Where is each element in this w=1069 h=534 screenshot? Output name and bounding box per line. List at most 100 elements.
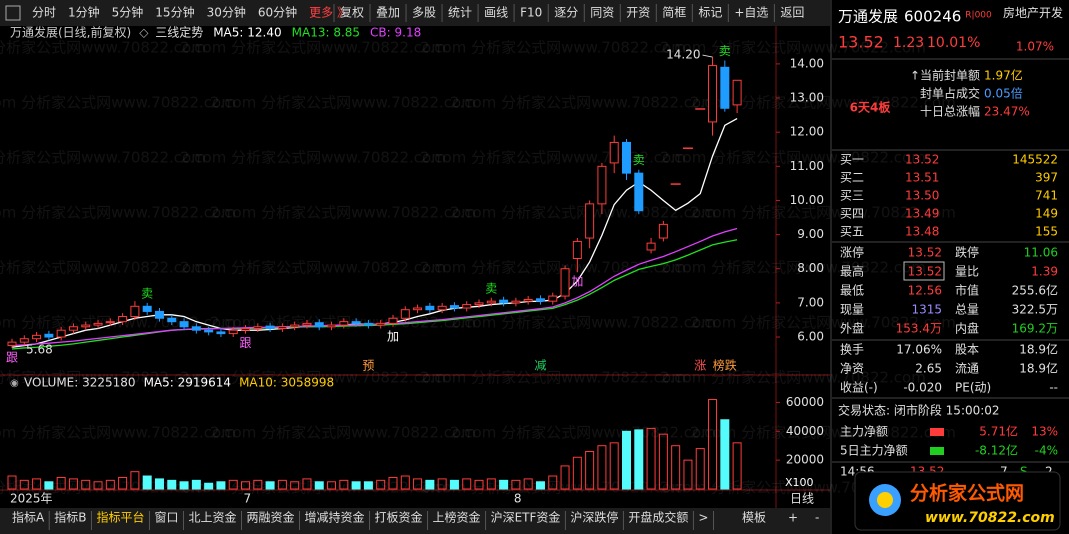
volume-bar xyxy=(56,476,66,490)
toolbar-item[interactable]: 分时 xyxy=(32,6,56,20)
toolbar-item[interactable]: 同资 xyxy=(590,6,614,20)
bottom-tab[interactable]: 指标A xyxy=(12,510,45,525)
bottom-tab[interactable]: 沪深跌停 xyxy=(570,510,618,525)
stat-value: 255.6亿 xyxy=(1012,283,1058,298)
bottom-tab[interactable]: 指标B xyxy=(54,510,86,525)
toolbar-item[interactable]: 统计 xyxy=(448,6,472,20)
bottom-tab[interactable]: > xyxy=(698,511,708,525)
watermark: 2.com 分析家公式网www.70822.com xyxy=(180,259,446,277)
signal-annotation: 卖 xyxy=(141,286,153,300)
watermark: 2.com 分析家公式网www.70822.com xyxy=(0,204,236,222)
candle-body xyxy=(425,305,435,311)
volume-bar xyxy=(93,481,103,490)
menu-icon[interactable] xyxy=(5,5,21,21)
signal-marker: 减 xyxy=(534,359,546,373)
toolbar-item[interactable]: 复权 xyxy=(340,6,364,20)
volume-bar xyxy=(535,481,545,490)
stat-label: 外盘 xyxy=(840,321,864,336)
bottom-tab[interactable]: 沪深ETF资金 xyxy=(491,510,561,525)
stat-value: 17.06% xyxy=(896,343,942,357)
signal-marker: 榜跌 xyxy=(713,358,737,373)
watermark: 2.com 分析家公式网www.70822.com xyxy=(450,204,716,222)
candle-body xyxy=(118,316,128,323)
bottom-tab[interactable]: 上榜资金 xyxy=(433,510,481,525)
volume-bar xyxy=(720,419,730,490)
stat-value: -- xyxy=(1049,381,1058,395)
stat-value: -0.020 xyxy=(903,381,942,395)
volume-bar xyxy=(277,479,287,490)
volume-bar xyxy=(130,471,140,490)
volume-bar xyxy=(597,445,607,490)
high-label: 14.20 xyxy=(666,48,700,62)
volume-bar xyxy=(683,459,693,490)
bottom-tab[interactable]: 开盘成交额 xyxy=(628,510,688,525)
signal-annotation: 卖 xyxy=(633,153,645,167)
toolbar-item[interactable]: 多股 xyxy=(412,6,436,20)
volume-bar xyxy=(585,450,595,490)
watermark: 2.com 分析家公式网www.70822.com xyxy=(0,94,236,112)
book-volume: 741 xyxy=(1035,189,1058,203)
watermark: 2.com 分析家公式网www.70822.com xyxy=(690,204,956,222)
watermark: 2.com 分析家公式网www.70822.com xyxy=(0,149,206,167)
toolbar-item[interactable]: +自选 xyxy=(734,6,768,20)
volume-bar xyxy=(363,481,373,490)
book-label: 买一 xyxy=(840,153,864,167)
bottom-tab[interactable]: 指标平台 xyxy=(96,510,144,525)
y-tick-label: 60000 xyxy=(786,395,824,409)
candle-body xyxy=(130,305,140,318)
bottom-tab[interactable]: + xyxy=(788,511,798,525)
y-tick-label: 13.00 xyxy=(790,91,824,105)
volume-bar xyxy=(425,479,435,490)
toolbar-item[interactable]: 开资 xyxy=(626,6,650,20)
volume-bar xyxy=(388,476,398,490)
watermark: 2.com 分析家公式网www.70822.com xyxy=(420,39,686,57)
stat-label: 总量 xyxy=(955,303,979,317)
trade-status: 交易状态: 闭市阶段 15:00:02 xyxy=(838,403,1000,418)
toolbar-item[interactable]: 60分钟 xyxy=(258,5,297,20)
ma-line xyxy=(11,227,738,347)
book-label: 买四 xyxy=(840,207,864,221)
volume-bar xyxy=(449,479,459,490)
bottom-tab[interactable]: 打板资金 xyxy=(375,510,423,525)
toolbar-item[interactable]: 画线 xyxy=(484,6,508,20)
book-price: 13.51 xyxy=(905,171,939,185)
y-tick-label: 12.00 xyxy=(790,125,824,139)
toolbar-item[interactable]: 更多 》 xyxy=(309,6,349,20)
stat-label: 市值 xyxy=(955,283,979,298)
book-volume: 155 xyxy=(1035,225,1058,239)
bottom-tab[interactable]: 模板 xyxy=(742,511,766,525)
toolbar-item[interactable]: F10 xyxy=(520,6,542,20)
seal-label: ↑当前封单额 xyxy=(910,68,980,83)
candle-body xyxy=(474,302,484,306)
book-volume: 149 xyxy=(1035,207,1058,221)
toolbar-item[interactable]: 叠加 xyxy=(376,6,400,20)
toolbar-item[interactable]: 30分钟 xyxy=(207,5,246,20)
signal-annotation: 卖 xyxy=(485,281,497,295)
watermark: 2.com 分析家公式网www.70822.com xyxy=(450,424,716,442)
stat-value: 2.65 xyxy=(915,362,942,376)
volume-bar xyxy=(622,430,631,490)
watermark: 2.com 分析家公式网www.70822.com xyxy=(450,314,716,332)
toolbar-item[interactable]: 逐分 xyxy=(554,6,578,20)
bottom-tab[interactable]: - xyxy=(815,511,819,525)
toolbar-item[interactable]: 标记 xyxy=(698,6,722,20)
volume-bar xyxy=(732,442,742,490)
volume-bar xyxy=(204,482,214,490)
toolbar-item[interactable]: 返回 xyxy=(780,6,804,20)
toolbar-item[interactable]: 15分钟 xyxy=(155,5,194,20)
candle-body xyxy=(216,331,226,335)
bottom-tab[interactable]: 窗口 xyxy=(154,511,178,525)
bottom-tab[interactable]: 两融资金 xyxy=(247,510,295,525)
toolbar-item[interactable]: 5分钟 xyxy=(112,5,144,20)
candle-body xyxy=(56,329,66,338)
watermark: 2.com 分析家公式网www.70822.com xyxy=(690,94,956,112)
toolbar-item[interactable]: 简框 xyxy=(662,6,686,20)
signal-marker: 涨 xyxy=(694,358,706,373)
watermark: 2.com 分析家公式网www.70822.com xyxy=(0,39,206,57)
book-label: 买二 xyxy=(840,171,864,185)
bottom-tab[interactable]: 增减持资金 xyxy=(305,510,365,525)
bottom-tab[interactable]: 北上资金 xyxy=(188,510,236,525)
x-tick-label: 2025年 xyxy=(10,492,53,506)
y-tick-label: 7.00 xyxy=(797,295,824,309)
toolbar-item[interactable]: 1分钟 xyxy=(68,5,100,20)
